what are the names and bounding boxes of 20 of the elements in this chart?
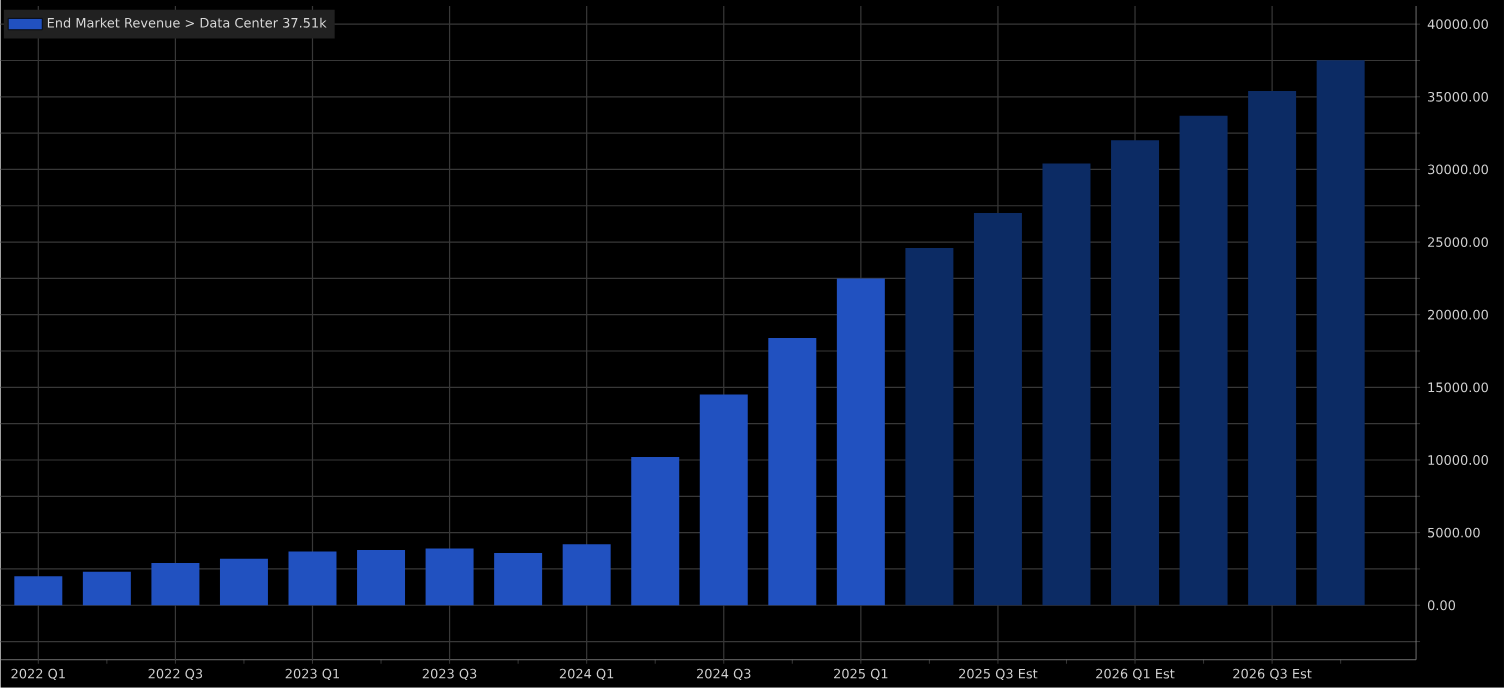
bar [905,248,954,606]
bar [562,544,611,606]
bar [631,457,680,606]
bar [768,338,817,606]
bar [699,394,748,606]
bar [219,558,268,606]
bar [1111,140,1160,606]
bar [1316,60,1365,606]
bar [973,213,1022,606]
bar [14,576,63,606]
bar [82,571,131,606]
bar [151,563,200,606]
bar [357,550,406,606]
bar [1248,91,1297,606]
bar [288,551,337,606]
bar [1042,163,1091,606]
bar [425,548,474,606]
bar [836,278,885,606]
bar [494,553,543,606]
bar [1179,115,1228,606]
